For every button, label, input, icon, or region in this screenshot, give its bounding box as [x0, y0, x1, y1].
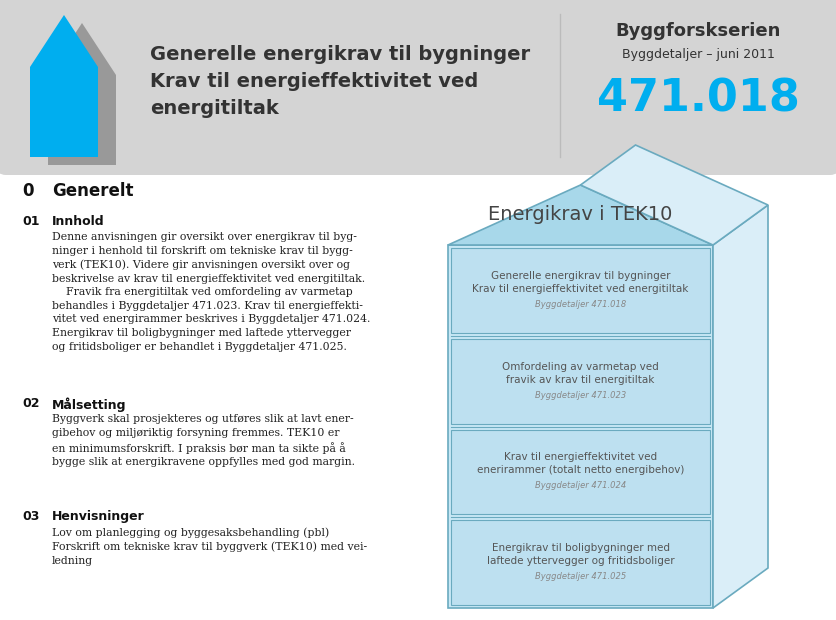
- Text: Lov om planlegging og byggesaksbehandling (pbl)
Forskrift om tekniske krav til b: Lov om planlegging og byggesaksbehandlin…: [52, 527, 367, 565]
- Text: 0: 0: [22, 182, 33, 200]
- Text: Byggdetaljer 471.025: Byggdetaljer 471.025: [535, 572, 626, 581]
- Bar: [451, 430, 710, 514]
- Text: Byggforskserien: Byggforskserien: [615, 22, 781, 40]
- Text: Byggdetaljer 471.024: Byggdetaljer 471.024: [535, 481, 626, 490]
- Text: Generelt: Generelt: [52, 182, 134, 200]
- Text: Omfordeling av varmetap ved
fravik av krav til energitiltak: Omfordeling av varmetap ved fravik av kr…: [502, 361, 659, 384]
- Text: Generelle energikrav til bygninger
Krav til energieffektivitet ved energitiltak: Generelle energikrav til bygninger Krav …: [472, 271, 689, 294]
- Polygon shape: [448, 185, 713, 245]
- FancyBboxPatch shape: [0, 0, 836, 175]
- Polygon shape: [448, 245, 713, 608]
- Text: Innhold: Innhold: [52, 215, 104, 228]
- Polygon shape: [713, 205, 768, 608]
- Text: 01: 01: [22, 215, 39, 228]
- Text: Generelle energikrav til bygninger: Generelle energikrav til bygninger: [150, 45, 530, 64]
- Text: Målsetting: Målsetting: [52, 397, 126, 412]
- Text: Krav til energieffektivitet ved
enerirammer (totalt netto energibehov): Krav til energieffektivitet ved eneriram…: [477, 453, 684, 476]
- Text: Byggdetaljer – juni 2011: Byggdetaljer – juni 2011: [621, 48, 774, 61]
- Text: 03: 03: [22, 510, 39, 523]
- Text: Byggdetaljer 471.023: Byggdetaljer 471.023: [535, 391, 626, 400]
- Text: 02: 02: [22, 397, 39, 410]
- Bar: [451, 248, 710, 333]
- Bar: [451, 520, 710, 605]
- Text: 471.018: 471.018: [597, 78, 799, 121]
- Text: energitiltak: energitiltak: [150, 99, 278, 118]
- Bar: [451, 339, 710, 423]
- Text: Energikrav i TEK10: Energikrav i TEK10: [488, 205, 673, 224]
- Text: Byggverk skal prosjekteres og utføres slik at lavt ener-
gibehov og miljøriktig : Byggverk skal prosjekteres og utføres sl…: [52, 414, 355, 467]
- Text: Krav til energieffektivitet ved: Krav til energieffektivitet ved: [150, 72, 478, 91]
- Text: Energikrav til boligbygninger med
laftede yttervegger og fritidsboliger: Energikrav til boligbygninger med lafted…: [487, 543, 675, 566]
- Polygon shape: [48, 23, 116, 165]
- Text: Denne anvisningen gir oversikt over energikrav til byg-
ninger i henhold til for: Denne anvisningen gir oversikt over ener…: [52, 232, 370, 352]
- Polygon shape: [580, 145, 768, 245]
- Polygon shape: [30, 15, 98, 157]
- Text: Henvisninger: Henvisninger: [52, 510, 145, 523]
- Text: Byggdetaljer 471.018: Byggdetaljer 471.018: [535, 300, 626, 309]
